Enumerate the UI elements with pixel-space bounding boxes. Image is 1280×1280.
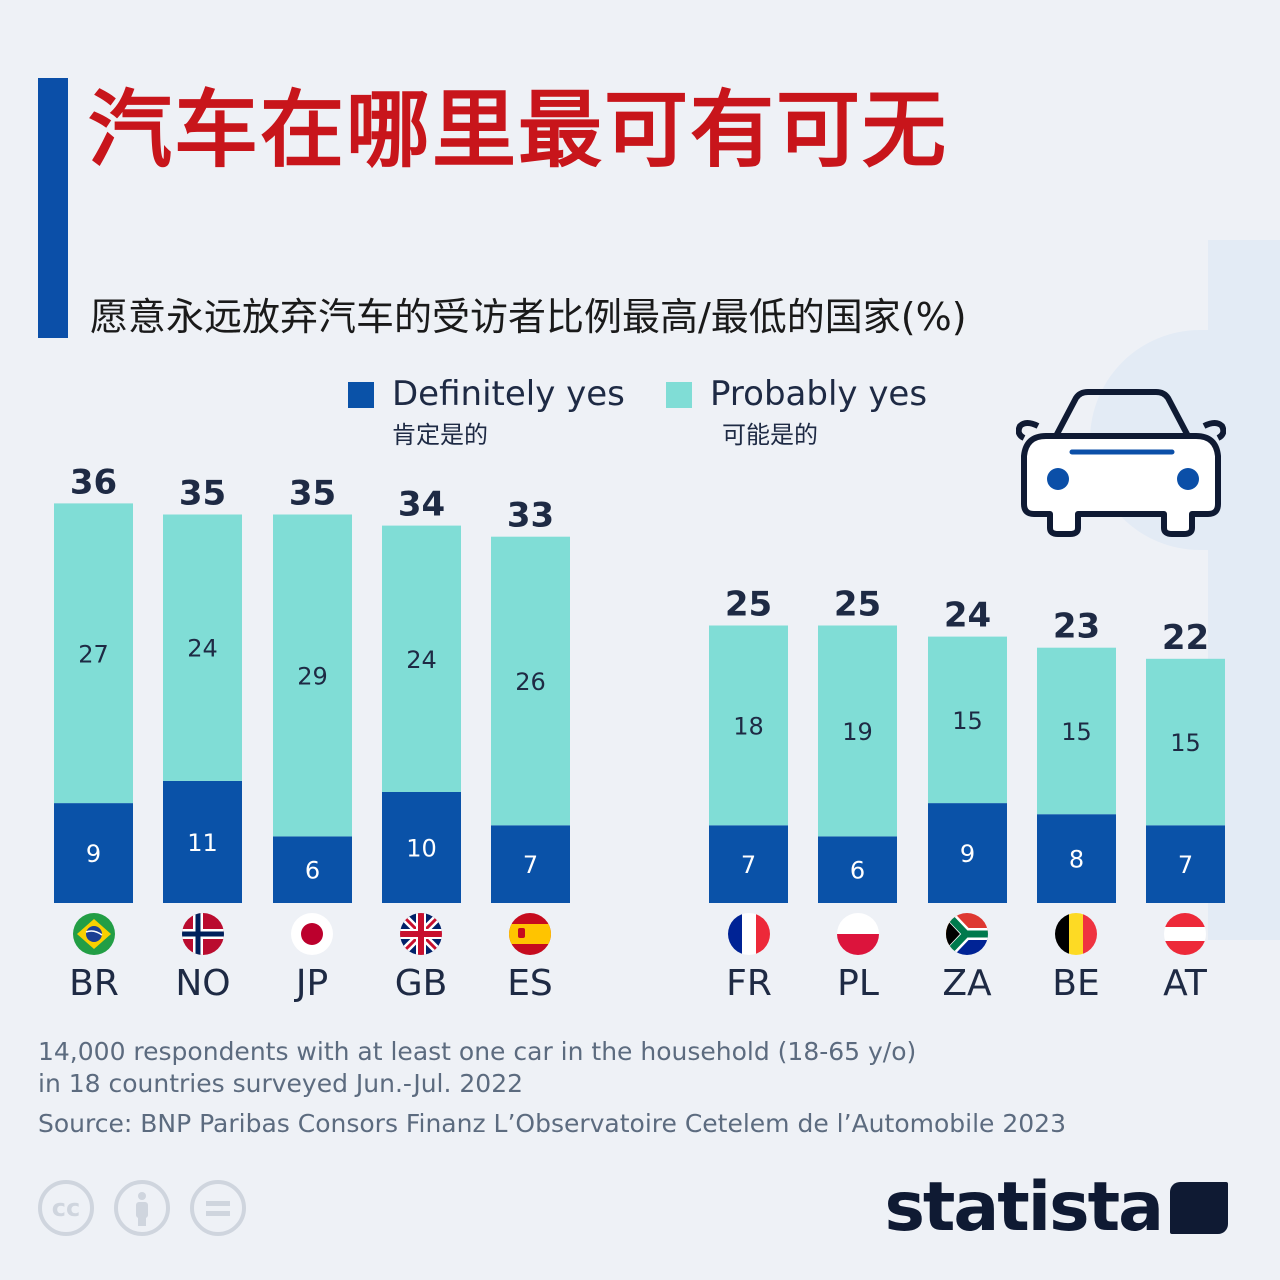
- survey-note: 14,000 respondents with at least one car…: [38, 1037, 917, 1066]
- total-label-gb: 34: [398, 485, 445, 525]
- data-label-probably-gb: 24: [406, 646, 437, 674]
- legend-sublabel: 肯定是的: [392, 421, 488, 449]
- legend-label: Definitely yes: [392, 374, 625, 414]
- data-label-definitely-be: 8: [1069, 846, 1084, 874]
- flag-pl-icon: [837, 913, 879, 955]
- total-label-no: 35: [179, 474, 226, 514]
- bar-segment-probably-no: [163, 514, 242, 781]
- data-label-definitely-jp: 6: [305, 857, 320, 885]
- data-label-probably-at: 15: [1170, 729, 1201, 757]
- bar-segment-probably-be: [1037, 647, 1116, 815]
- bar-segment-probably-gb: [382, 525, 461, 792]
- bar-segment-probably-at: [1146, 658, 1225, 826]
- total-label-at: 22: [1162, 618, 1209, 658]
- total-label-br: 36: [70, 462, 117, 502]
- data-label-probably-es: 26: [515, 668, 546, 696]
- data-label-probably-za: 15: [952, 707, 983, 735]
- bar-segment-definitely-be: [1037, 814, 1116, 903]
- nd-icon[interactable]: [190, 1180, 246, 1236]
- bar-segment-probably-za: [928, 636, 1007, 804]
- total-label-es: 33: [507, 496, 554, 536]
- flag-no-icon: [182, 913, 224, 955]
- bar-segment-probably-es: [491, 536, 570, 826]
- bar-segment-definitely-at: [1146, 825, 1225, 903]
- bar-segment-probably-jp: [273, 514, 352, 837]
- total-label-fr: 25: [725, 585, 772, 625]
- legend-label: Probably yes: [710, 374, 928, 414]
- bar-segment-definitely-fr: [709, 825, 788, 903]
- country-label-br: BR: [69, 963, 119, 1004]
- data-label-probably-pl: 19: [842, 718, 873, 746]
- country-label-no: NO: [175, 963, 231, 1004]
- legend-swatch-definitely: [348, 382, 374, 408]
- total-label-be: 23: [1053, 607, 1100, 647]
- data-label-probably-fr: 18: [733, 712, 764, 740]
- data-label-probably-no: 24: [187, 635, 218, 663]
- brand-wordmark: statista: [884, 1168, 1164, 1247]
- data-label-definitely-br: 9: [86, 840, 101, 868]
- bar-segment-definitely-no: [163, 780, 242, 903]
- data-label-probably-br: 27: [78, 640, 109, 668]
- legend-swatch-probably: [666, 382, 692, 408]
- country-label-fr: FR: [726, 963, 772, 1004]
- survey-note: in 18 countries surveyed Jun.-Jul. 2022: [38, 1069, 524, 1098]
- title-accent-bar: [38, 78, 68, 338]
- country-label-pl: PL: [837, 963, 879, 1004]
- country-label-gb: GB: [394, 963, 448, 1004]
- data-label-probably-jp: 29: [297, 662, 328, 690]
- country-label-at: AT: [1163, 963, 1207, 1004]
- bar-segment-definitely-es: [491, 825, 570, 903]
- country-label-be: BE: [1052, 963, 1100, 1004]
- legend-sublabel: 可能是的: [722, 421, 818, 449]
- bar-segment-definitely-za: [928, 803, 1007, 903]
- stacked-bar-chart: 9 27 36 11 24 35 6 29 35 10 24 34 7 26 33 7 18 25 6 19 25 9 15…: [54, 462, 1225, 903]
- data-label-definitely-gb: 10: [406, 835, 437, 863]
- cc-icon[interactable]: cc: [38, 1180, 94, 1236]
- country-label-jp: JP: [295, 963, 329, 1004]
- country-label-za: ZA: [942, 963, 992, 1004]
- data-label-definitely-fr: 7: [741, 851, 756, 879]
- bar-segment-definitely-gb: [382, 792, 461, 903]
- statista-mark-icon: [1170, 1182, 1228, 1234]
- flag-jp-icon: [291, 913, 333, 955]
- flag-fr-icon: [728, 913, 770, 955]
- data-label-definitely-za: 9: [960, 840, 975, 868]
- chart-subtitle: 愿意永远放弃汽车的受访者比例最高/最低的国家(%): [90, 295, 967, 339]
- total-label-za: 24: [944, 596, 991, 636]
- data-label-definitely-pl: 6: [850, 857, 865, 885]
- source-note: Source: BNP Paribas Consors Finanz L’Obs…: [38, 1109, 1066, 1138]
- bar-segment-probably-pl: [818, 625, 897, 837]
- bar-segment-definitely-br: [54, 803, 133, 903]
- data-label-probably-be: 15: [1061, 718, 1092, 746]
- flag-br-icon: [73, 913, 115, 955]
- bar-segment-probably-fr: [709, 625, 788, 826]
- data-label-definitely-no: 11: [187, 829, 218, 857]
- flag-gb-icon: [400, 913, 442, 955]
- data-label-definitely-at: 7: [1178, 851, 1193, 879]
- data-label-definitely-es: 7: [523, 851, 538, 879]
- bar-segment-definitely-pl: [818, 836, 897, 903]
- bar-segment-definitely-jp: [273, 836, 352, 903]
- flag-be-icon: [1055, 913, 1097, 955]
- by-icon[interactable]: [114, 1180, 170, 1236]
- flag-za-icon: [946, 913, 988, 955]
- car-icon: [1016, 389, 1226, 537]
- flag-es-icon: [509, 913, 551, 955]
- total-label-pl: 25: [834, 585, 881, 625]
- flag-at-icon: [1164, 913, 1206, 955]
- statista-logo[interactable]: statista: [884, 1168, 1228, 1248]
- bar-segment-probably-br: [54, 503, 133, 804]
- page-title: 汽车在哪里最可有可无: [88, 81, 949, 179]
- total-label-jp: 35: [289, 474, 336, 514]
- country-label-es: ES: [507, 963, 553, 1004]
